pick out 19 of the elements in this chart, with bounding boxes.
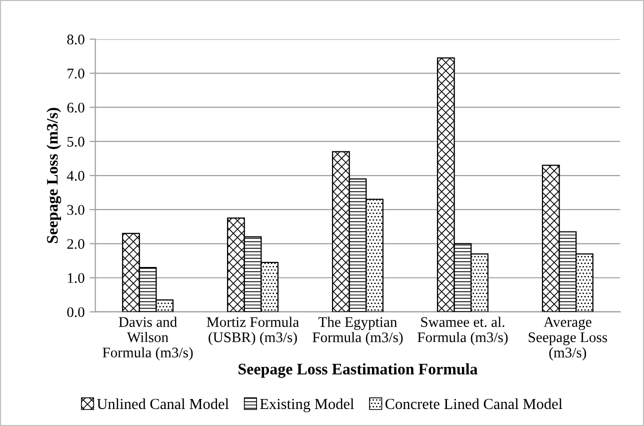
y-tick-label: 6.0 xyxy=(67,102,84,113)
y-tick-label: 5.0 xyxy=(68,136,84,147)
x-tick-label: Swamee et. al. Formula (m3/s) xyxy=(418,316,508,346)
x-axis-title: Seepage Loss Eastimation Formula xyxy=(238,363,478,378)
y-tick-label: 3.0 xyxy=(67,204,84,215)
y-tick-label: 2.0 xyxy=(67,239,84,249)
legend-label: Concrete Lined Canal Model xyxy=(385,398,562,410)
y-axis-title: Seepage Loss (m3/s) xyxy=(46,108,62,243)
legend-label: Unlined Canal Model xyxy=(97,398,229,410)
x-tick-label: Average Seepage Loss (m3/s) xyxy=(528,317,608,360)
y-tick-label: 0.0 xyxy=(67,307,84,318)
x-tick-label: The Egyptian Formula (m3/s) xyxy=(312,316,403,346)
x-tick-label: Davis and Wilson Formula (m3/s) xyxy=(102,316,193,360)
legend-label: Existing Model xyxy=(260,398,354,412)
y-tick-label: 8.0 xyxy=(67,34,84,44)
y-tick-label: 7.0 xyxy=(68,68,84,79)
x-tick-label: Mortiz Formula (USBR) (m3/s) xyxy=(206,316,299,346)
y-tick-label: 1.0 xyxy=(68,273,84,284)
y-tick-label: 4.0 xyxy=(66,170,84,181)
